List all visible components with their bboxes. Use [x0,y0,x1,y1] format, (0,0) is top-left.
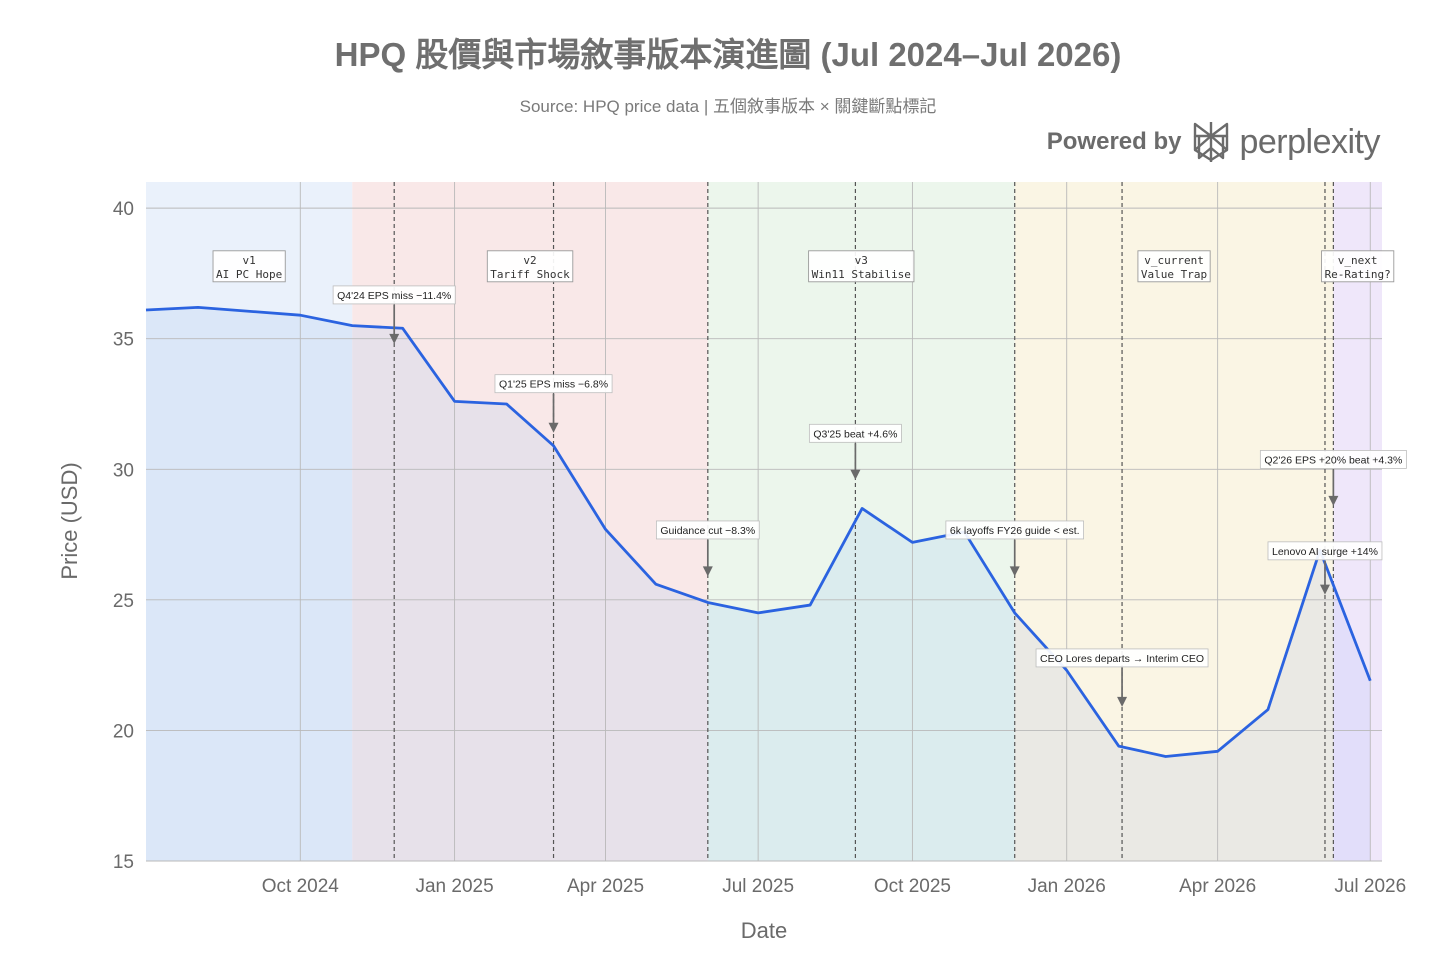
brand-watermark: Powered by perplexity [1047,120,1380,164]
y-tick-label: 30 [113,460,134,481]
y-tick-label: 20 [113,721,134,742]
event-label: Guidance cut −8.3% [660,525,755,537]
brand-name: perplexity [1239,122,1380,161]
area-fill-v2 [352,325,708,861]
phase-label-line1: v_current [1144,254,1204,267]
x-axis-title: Date [741,918,787,943]
event-label-box [1267,541,1383,561]
event-label-box [1259,450,1407,469]
event-label: Q2'26 EPS +20% beat +4.3% [1264,454,1402,466]
event-annotation: Lenovo AI surge +14% [1267,541,1383,595]
phase-label-line1: v3 [855,254,868,267]
phase-label-line1: v2 [523,254,536,267]
event-annotation: Q1'25 EPS miss −6.8% [494,374,613,433]
phase-label-line2: Re-Rating? [1325,268,1391,281]
y-tick-label: 40 [113,199,134,220]
phase-label-line1: v_next [1338,254,1378,267]
event-arrow-head [1328,495,1339,506]
event-label: Q4'24 EPS miss −11.4% [337,290,451,302]
area-fill-v3 [707,508,1015,861]
event-arrow-head [389,333,400,344]
event-arrow-head [702,566,713,577]
y-tick-label: 15 [113,852,134,873]
phase-label-box [212,250,286,283]
axes: Date Price (USD) 15 20 25 30 35 40 Oct 2024 Jan… [57,199,1406,943]
x-tick-label: Jan 2025 [415,876,493,897]
event-label-box [655,520,760,540]
event-annotation: Q2'26 EPS +20% beat +4.3% [1259,450,1407,506]
event-label: Lenovo AI surge +14% [1272,546,1378,558]
event-arrow-head [1319,584,1330,595]
area-fill-v_next [1333,585,1371,861]
event-arrow-head [1009,566,1020,577]
event-label-box [332,285,456,305]
event-annotation: CEO Lores departs → Interim CEO [1035,648,1209,707]
event-label: Q1'25 EPS miss −6.8% [499,379,608,391]
event-label-box [494,374,613,394]
y-tick-label: 25 [113,591,134,612]
grid-lines [146,182,1382,862]
x-tick-label: Oct 2025 [874,876,951,897]
y-tick-label: 35 [113,330,134,351]
phase-label-line2: AI PC Hope [216,268,282,281]
event-annotation: 6k layoffs FY26 guide < est. [945,520,1084,577]
event-label-box [808,423,902,443]
phase-label-line1: v1 [243,254,256,267]
x-tick-label: Jul 2026 [1334,876,1406,897]
event-annotations: Q4'24 EPS miss −11.4% Q1'25 EPS miss −6.8… [332,285,1407,707]
event-label-box [1035,648,1209,668]
event-label-box [945,520,1084,540]
x-tick-label: Jan 2026 [1028,876,1106,897]
area-fill-v1 [146,307,353,861]
x-tick-label: Apr 2025 [567,876,644,897]
phase-label-box [808,250,915,283]
chart-subtitle: Source: HPQ price data | 五個敘事版本 × 關鍵斷點標記 [519,97,937,116]
event-arrow-head [850,469,861,480]
x-tick-label: Apr 2026 [1179,876,1256,897]
phase-label-box [486,250,574,283]
event-annotation: Q3'25 beat +4.6% [808,423,902,480]
event-arrow-head [1117,696,1128,707]
phase-label-box [1137,250,1211,283]
event-label: 6k layoffs FY26 guide < est. [950,525,1080,537]
event-annotation: Q4'24 EPS miss −11.4% [332,285,456,344]
phase-label-box [1321,250,1395,283]
phase-label-line2: Value Trap [1141,268,1207,281]
x-tick-label: Oct 2024 [262,876,340,897]
area-fill-v_current [1014,550,1334,861]
event-label: CEO Lores departs → Interim CEO [1040,653,1204,665]
x-tick-label: Jul 2025 [722,876,794,897]
event-label: Q3'25 beat +4.6% [813,428,897,440]
event-annotation: Guidance cut −8.3% [655,520,760,577]
brand-prefix: Powered by [1046,128,1182,155]
phase-label-line2: Tariff Shock [490,268,570,281]
chart-title: HPQ 股價與市場敘事版本演進圖 (Jul 2024–Jul 2026) [334,36,1122,73]
phase-label-line2: Win11 Stabilise [812,268,911,281]
event-arrow-head [548,422,559,433]
y-axis-title: Price (USD) [57,462,82,579]
perplexity-logo-icon [1194,122,1229,162]
